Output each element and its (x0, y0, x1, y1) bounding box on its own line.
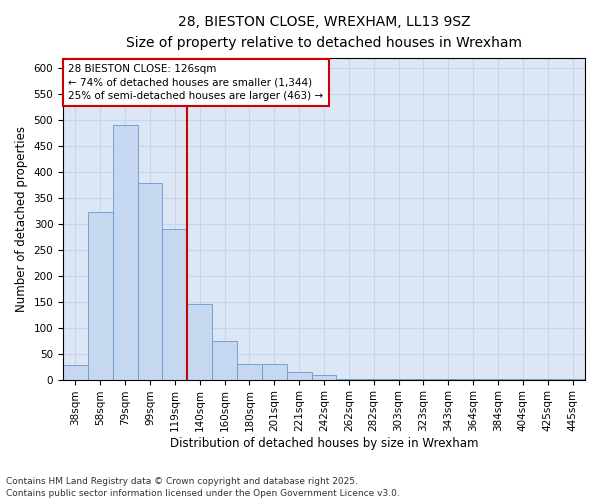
Bar (411, 378, 436, 380)
Bar (63, 365, 88, 380)
Bar (262, 364, 287, 380)
Bar (386, 378, 411, 380)
Bar (560, 378, 585, 380)
Bar (287, 372, 311, 380)
Text: 28 BIESTON CLOSE: 126sqm
← 74% of detached houses are smaller (1,344)
25% of sem: 28 BIESTON CLOSE: 126sqm ← 74% of detach… (68, 64, 323, 100)
Bar (485, 379, 511, 380)
Bar (337, 378, 361, 380)
Y-axis label: Number of detached properties: Number of detached properties (15, 126, 28, 312)
Bar (361, 378, 386, 380)
Bar (212, 340, 237, 380)
Bar (88, 212, 113, 380)
Bar (237, 364, 262, 380)
Bar (137, 184, 163, 380)
Bar (436, 378, 461, 380)
Text: Contains HM Land Registry data © Crown copyright and database right 2025.
Contai: Contains HM Land Registry data © Crown c… (6, 476, 400, 498)
Title: 28, BIESTON CLOSE, WREXHAM, LL13 9SZ
Size of property relative to detached house: 28, BIESTON CLOSE, WREXHAM, LL13 9SZ Siz… (126, 15, 522, 50)
Bar (311, 376, 337, 380)
Bar (461, 378, 485, 380)
Bar (113, 125, 137, 380)
Bar (511, 379, 535, 380)
Bar (187, 304, 212, 380)
Bar (163, 229, 187, 380)
X-axis label: Distribution of detached houses by size in Wrexham: Distribution of detached houses by size … (170, 437, 478, 450)
Bar (535, 379, 560, 380)
